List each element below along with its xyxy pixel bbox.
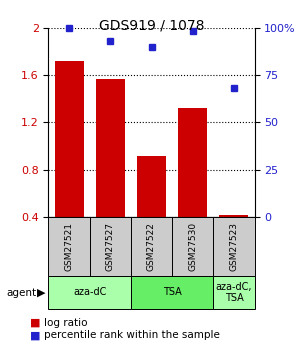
Bar: [48, 217, 90, 276]
Text: GDS919 / 1078: GDS919 / 1078: [99, 19, 204, 33]
Text: TSA: TSA: [163, 287, 181, 297]
Text: GSM27522: GSM27522: [147, 222, 156, 271]
Bar: [178, 108, 207, 217]
Text: GSM27527: GSM27527: [106, 222, 115, 271]
Text: GSM27530: GSM27530: [188, 222, 197, 271]
Text: ▶: ▶: [37, 288, 45, 297]
Text: GSM27523: GSM27523: [229, 222, 238, 271]
Text: agent: agent: [6, 288, 36, 297]
Text: GSM27521: GSM27521: [65, 222, 74, 271]
Bar: [131, 217, 172, 276]
Text: percentile rank within the sample: percentile rank within the sample: [44, 331, 220, 340]
Bar: [55, 61, 84, 217]
Bar: [213, 217, 255, 276]
Bar: [48, 276, 131, 309]
Bar: [172, 217, 213, 276]
Text: ■: ■: [30, 318, 41, 327]
Bar: [219, 215, 248, 217]
Bar: [131, 276, 213, 309]
Text: aza-dC,
TSA: aza-dC, TSA: [216, 282, 252, 303]
Text: log ratio: log ratio: [44, 318, 88, 327]
Text: aza-dC: aza-dC: [73, 287, 106, 297]
Bar: [213, 276, 255, 309]
Text: ■: ■: [30, 331, 41, 340]
Bar: [137, 156, 166, 217]
Bar: [90, 217, 131, 276]
Bar: [96, 79, 125, 217]
